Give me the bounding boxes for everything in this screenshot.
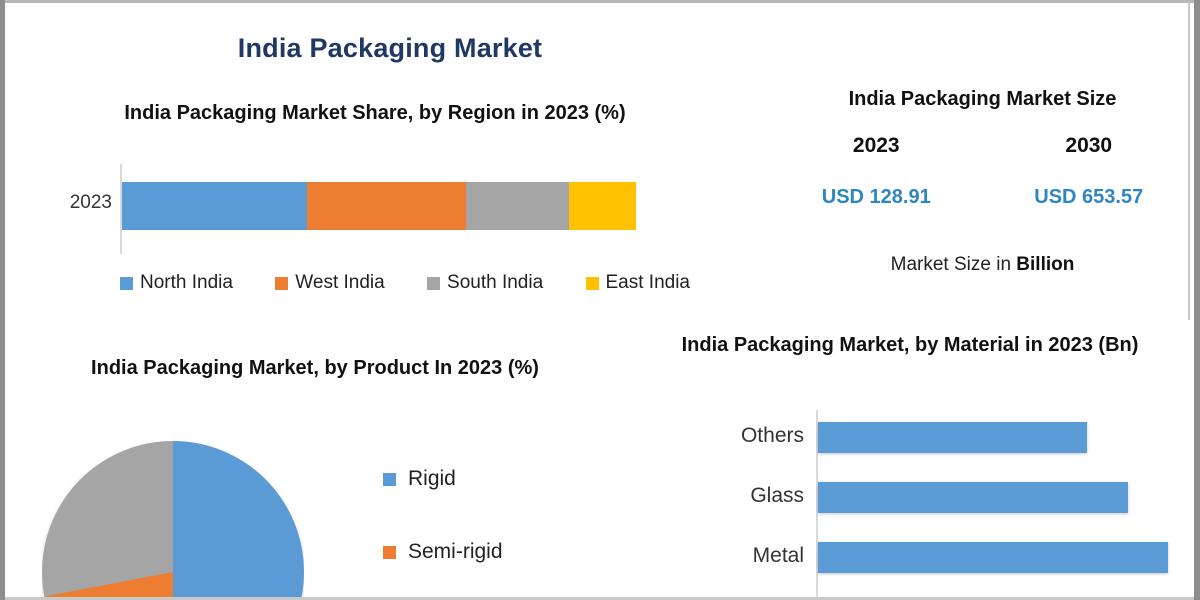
product-pie[interactable] (42, 441, 304, 600)
material-category-label: Others (740, 424, 804, 447)
region-chart-plot: 2023 (70, 164, 650, 254)
material-row-glass: Glass (750, 470, 1176, 530)
legend-swatch-icon (120, 276, 133, 290)
legend-item-west-india[interactable]: West India (275, 272, 385, 294)
material-category-label: Metal (752, 544, 804, 567)
region-segment-west-india[interactable] (307, 182, 467, 230)
legend-item-east-india[interactable]: East India (585, 272, 691, 294)
legend-swatch-icon (383, 472, 396, 486)
region-chart-axis (120, 164, 122, 254)
market-size-year: 2030 (1065, 134, 1113, 157)
material-chart-axis (816, 410, 818, 600)
product-chart-title: India Packaging Market, by Product In 20… (91, 357, 539, 379)
legend-label: South India (447, 272, 544, 293)
legend-swatch-icon (383, 545, 396, 559)
product-chart-legend: Rigid Semi-rigid (383, 467, 603, 600)
market-size-value: USD 128.91 (821, 186, 931, 208)
legend-label: East India (605, 272, 691, 293)
material-bar-others[interactable] (818, 422, 1087, 453)
legend-item-semi-rigid[interactable]: Semi-rigid (383, 540, 603, 564)
region-share-chart: India Packaging Market Share, by Region … (0, 100, 700, 315)
legend-item-south-india[interactable]: South India (427, 272, 543, 294)
region-stacked-bar[interactable] (122, 182, 636, 230)
material-chart: India Packaging Market, by Material in 2… (620, 332, 1200, 600)
product-pie-wrapper (42, 441, 304, 600)
legend-item-rigid[interactable]: Rigid (383, 467, 603, 491)
legend-swatch-icon (585, 276, 599, 290)
material-row-others: Others (741, 410, 1176, 470)
page-border-bottom (0, 597, 1200, 600)
market-size-footer-prefix: Market Size in (890, 254, 1017, 275)
page-border-right (1194, 0, 1200, 600)
legend-swatch-icon (275, 276, 289, 290)
legend-label: North India (140, 272, 233, 293)
legend-label: Semi-rigid (408, 540, 503, 563)
material-row-metal: Metal (753, 530, 1176, 590)
market-size-value-2030-col: USD 653.57 (983, 186, 1196, 209)
market-size-title: India Packaging Market Size (848, 88, 1117, 110)
material-bar-glass[interactable] (818, 482, 1128, 513)
material-bar-metal[interactable] (818, 542, 1168, 573)
legend-label: Rigid (408, 467, 456, 490)
material-chart-title: India Packaging Market, by Material in 2… (681, 334, 1139, 356)
product-share-chart: India Packaging Market, by Product In 20… (0, 355, 620, 600)
market-size-year: 2023 (852, 134, 900, 157)
region-segment-east-india[interactable] (569, 182, 636, 230)
market-size-panel: India Packaging Market Size 2023 2030 US… (770, 88, 1195, 303)
legend-label: West India (295, 272, 385, 293)
market-size-values-row: USD 128.91 USD 653.57 (770, 186, 1195, 209)
market-size-col-2023: 2023 (770, 134, 983, 158)
region-category-label: 2023 (69, 192, 112, 213)
market-size-value: USD 653.57 (1034, 186, 1144, 208)
region-segment-south-india[interactable] (466, 182, 570, 230)
page-title: India Packaging Market (237, 33, 543, 63)
market-size-footer-unit: Billion (1016, 254, 1075, 275)
market-size-col-2030: 2030 (983, 134, 1196, 158)
page-border-top (0, 0, 1200, 3)
page-border-left (0, 0, 5, 600)
market-size-years-row: 2023 2030 (770, 134, 1195, 158)
region-segment-north-india[interactable] (122, 182, 308, 230)
legend-swatch-icon (427, 276, 441, 290)
region-chart-title: India Packaging Market Share, by Region … (124, 102, 626, 124)
market-size-footer: Market Size in Billion (770, 254, 1195, 276)
material-chart-plot: Others Glass Metal (741, 410, 1176, 600)
material-category-label: Glass (750, 484, 804, 507)
panel-divider (1188, 0, 1190, 320)
region-chart-legend: North India West India South India East … (120, 272, 690, 294)
legend-item-north-india[interactable]: North India (120, 272, 233, 294)
market-size-value-2023-col: USD 128.91 (770, 186, 983, 209)
